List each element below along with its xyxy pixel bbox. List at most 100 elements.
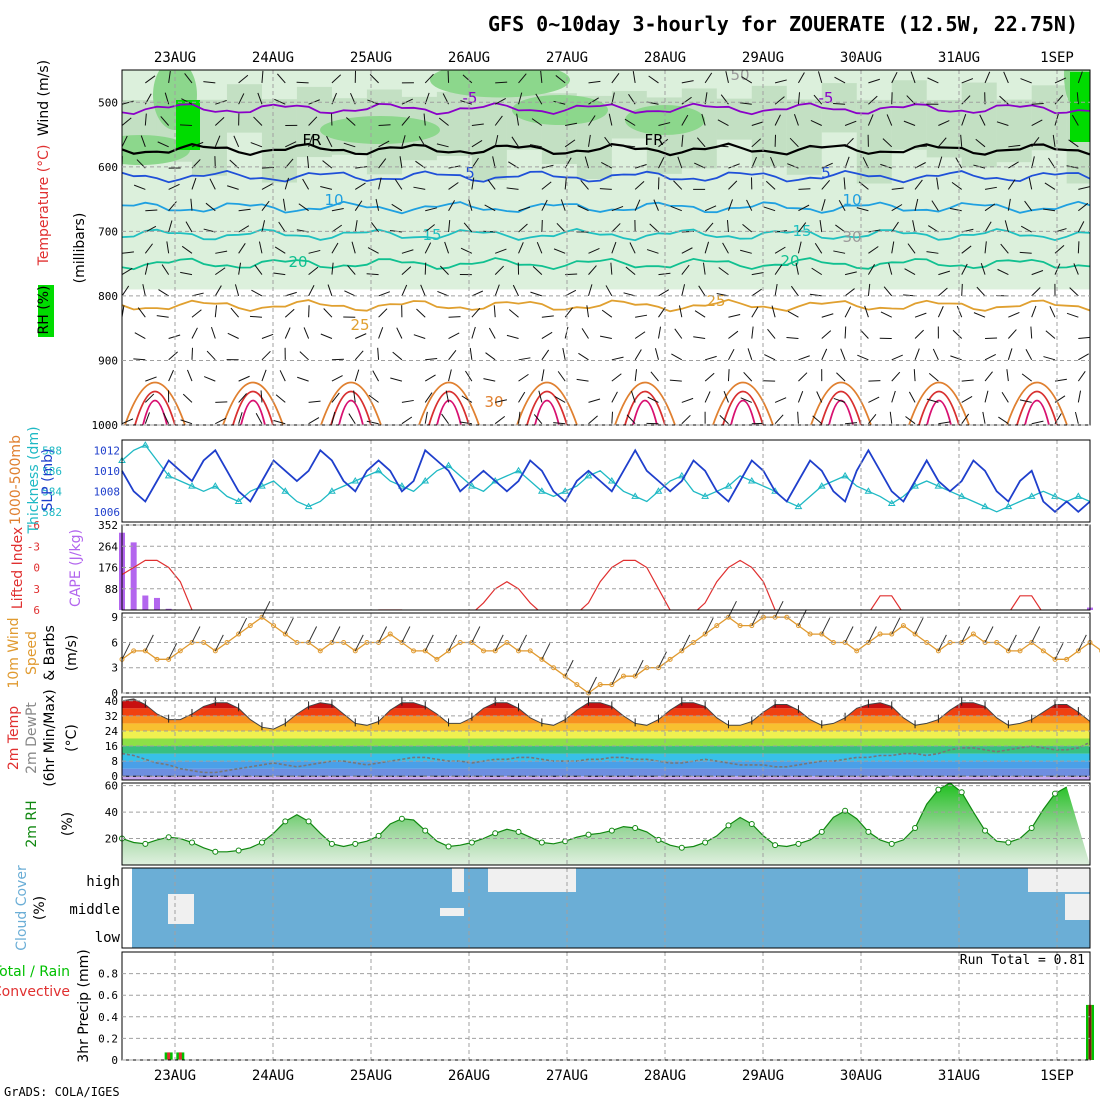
wind-barb bbox=[487, 179, 496, 190]
wind-barb bbox=[518, 411, 521, 424]
wind-barb bbox=[203, 376, 216, 382]
wind-barb bbox=[867, 114, 874, 126]
rh-point bbox=[305, 818, 312, 825]
wind-barb bbox=[1028, 177, 1033, 190]
wind-barb bbox=[774, 283, 778, 296]
wind-barb bbox=[728, 163, 740, 169]
wind-barb bbox=[179, 124, 193, 127]
wind-barb bbox=[914, 348, 920, 360]
wind-speed-point bbox=[352, 648, 358, 654]
wind-barb bbox=[681, 414, 691, 425]
rh-area bbox=[122, 783, 1090, 865]
surface-wind-barb bbox=[588, 676, 597, 694]
wind-barb bbox=[765, 180, 776, 190]
wind-barb bbox=[774, 96, 785, 105]
wind-barb bbox=[681, 134, 684, 147]
wind-barb bbox=[424, 392, 433, 403]
wind-barb bbox=[494, 265, 504, 275]
wind-barb bbox=[648, 75, 659, 84]
wind-barb bbox=[649, 223, 659, 233]
wind10-speed-label: Speed bbox=[24, 631, 40, 675]
wind-barb bbox=[122, 380, 123, 382]
wind-barb bbox=[741, 76, 753, 84]
wind-barb bbox=[1077, 221, 1085, 233]
surface-wind-barb bbox=[1054, 643, 1064, 660]
wind-barb bbox=[122, 100, 134, 105]
wind-barb bbox=[1008, 144, 1021, 148]
thickness-point bbox=[444, 461, 453, 469]
warm-cell-contour bbox=[320, 381, 382, 425]
surface-wind-barb bbox=[261, 600, 271, 618]
wind-barb bbox=[961, 95, 971, 105]
precip-axis-label: 3hr Precip (mm) bbox=[76, 949, 92, 1062]
contour-label: FR bbox=[644, 131, 663, 149]
thickness-point bbox=[747, 477, 756, 484]
wind-speed-point bbox=[714, 623, 720, 629]
wind-barb bbox=[214, 285, 222, 297]
wind-barb bbox=[880, 311, 892, 318]
wind-barb bbox=[190, 198, 193, 211]
wind-barb bbox=[261, 183, 273, 190]
wind-barb bbox=[790, 285, 799, 297]
wind-barb bbox=[1020, 225, 1032, 233]
rh-point bbox=[258, 839, 265, 846]
wind10-barbs-label: & Barbs bbox=[42, 625, 58, 681]
rh-point bbox=[375, 832, 382, 839]
rh-axis-label: RH (%) bbox=[36, 286, 52, 335]
wind-barb bbox=[541, 369, 545, 382]
wind-barb bbox=[331, 262, 334, 275]
wind-speed-point bbox=[935, 648, 941, 654]
wind-barb bbox=[273, 420, 286, 425]
wind-barb bbox=[308, 417, 320, 425]
surface-wind-barb bbox=[728, 600, 737, 618]
wind-barb bbox=[1078, 353, 1089, 361]
wind-barb bbox=[261, 369, 267, 382]
cloud-block bbox=[488, 868, 576, 892]
wind-barb bbox=[353, 390, 356, 403]
wind-barb bbox=[588, 97, 599, 105]
wind-barb bbox=[529, 144, 542, 148]
wind-barb bbox=[786, 337, 799, 340]
wind-speed-point bbox=[877, 631, 883, 637]
wind-barb bbox=[250, 142, 263, 148]
rh-band-mid bbox=[996, 99, 1032, 163]
wind-barb bbox=[926, 251, 939, 254]
wind-barb bbox=[599, 188, 612, 190]
wind10-units-label: (m/s) bbox=[64, 635, 80, 672]
wind-barb bbox=[658, 272, 671, 276]
wind-barb bbox=[303, 327, 310, 339]
wind-barb bbox=[984, 186, 997, 190]
wind-barb bbox=[740, 397, 752, 403]
cloud-block bbox=[1028, 868, 1090, 892]
wind-barb bbox=[949, 207, 962, 212]
wind-barb bbox=[274, 98, 286, 105]
wind-barb bbox=[938, 421, 951, 425]
date-label-top: 26AUG bbox=[448, 50, 490, 66]
wind-speed-point bbox=[574, 682, 580, 688]
wind-barb bbox=[168, 334, 181, 339]
wind-barb bbox=[681, 80, 694, 84]
wind-barb bbox=[698, 285, 706, 297]
wind-barb bbox=[308, 266, 319, 276]
wind-barb bbox=[599, 335, 612, 339]
wind-barb bbox=[984, 221, 992, 233]
wind-speed-point bbox=[889, 631, 895, 637]
thickness-point bbox=[328, 487, 336, 494]
wind-barb bbox=[623, 144, 636, 148]
wind-barb bbox=[973, 312, 986, 318]
wind-speed-point bbox=[247, 623, 253, 629]
y-tick-label: 6 bbox=[111, 636, 118, 649]
thickness-point bbox=[794, 502, 803, 510]
wind-barb bbox=[346, 117, 356, 126]
wind-barb bbox=[460, 247, 473, 254]
wind-speed-point bbox=[527, 648, 533, 654]
panel-frame bbox=[121, 951, 1091, 1061]
wind-barb bbox=[868, 414, 877, 425]
wind-speed-point bbox=[1064, 656, 1070, 662]
date-label-top: 31AUG bbox=[938, 50, 980, 66]
y-tick-label: 32 bbox=[105, 710, 118, 723]
wind-barb bbox=[284, 327, 291, 339]
wind-speed-point bbox=[1040, 648, 1046, 654]
wind-barb bbox=[260, 390, 263, 403]
thickness-point bbox=[677, 471, 686, 479]
